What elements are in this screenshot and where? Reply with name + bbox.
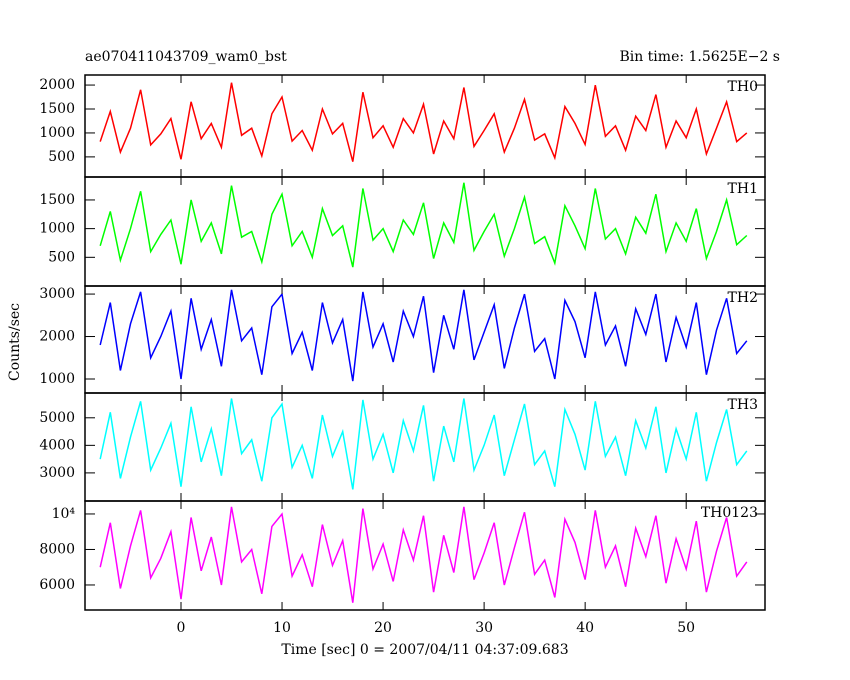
x-tick-label: 0	[177, 620, 186, 636]
light-curve	[99, 398, 748, 490]
x-axis-label: Time [sec] 0 = 2007/04/11 04:37:09.683	[281, 642, 568, 658]
y-tick-label: 1500	[39, 101, 75, 117]
x-tick-label: 30	[475, 620, 493, 636]
y-tick-label: 1500	[39, 192, 75, 208]
y-tick-label: 10⁴	[52, 506, 76, 522]
x-tick-label: 40	[576, 620, 594, 636]
y-axis-label: Counts/sec	[7, 303, 23, 381]
y-tick-label: 4000	[39, 437, 75, 453]
x-tick-label: 10	[273, 620, 291, 636]
y-tick-label: 5000	[39, 410, 75, 426]
x-tick-label: 50	[677, 620, 695, 636]
light-curve	[99, 182, 748, 268]
x-tick-label: 20	[374, 620, 392, 636]
light-curve	[99, 82, 748, 162]
y-tick-label: 1000	[39, 371, 75, 387]
series-label: TH1	[728, 181, 758, 197]
panel-frame	[84, 500, 766, 611]
series-label: TH3	[728, 397, 758, 413]
y-tick-label: 2000	[39, 329, 75, 345]
panel-frame	[84, 392, 766, 502]
y-tick-label: 6000	[39, 577, 75, 593]
y-tick-label: 500	[48, 149, 75, 165]
y-tick-label: 1000	[39, 221, 75, 237]
y-tick-label: 2000	[39, 77, 75, 93]
y-tick-label: 3000	[39, 465, 75, 481]
y-tick-label: 500	[48, 249, 75, 265]
y-tick-label: 8000	[39, 541, 75, 557]
series-label: TH0123	[701, 505, 758, 521]
series-label: TH2	[728, 290, 758, 306]
light-curve	[99, 506, 748, 603]
y-tick-label: 1000	[39, 125, 75, 141]
chart-title: ae070411043709_wam0_bst	[85, 49, 287, 65]
y-tick-label: 3000	[39, 286, 75, 302]
series-label: TH0	[728, 79, 758, 95]
light-curve	[99, 289, 748, 382]
bin-time: Bin time: 1.5625E−2 s	[619, 49, 780, 65]
